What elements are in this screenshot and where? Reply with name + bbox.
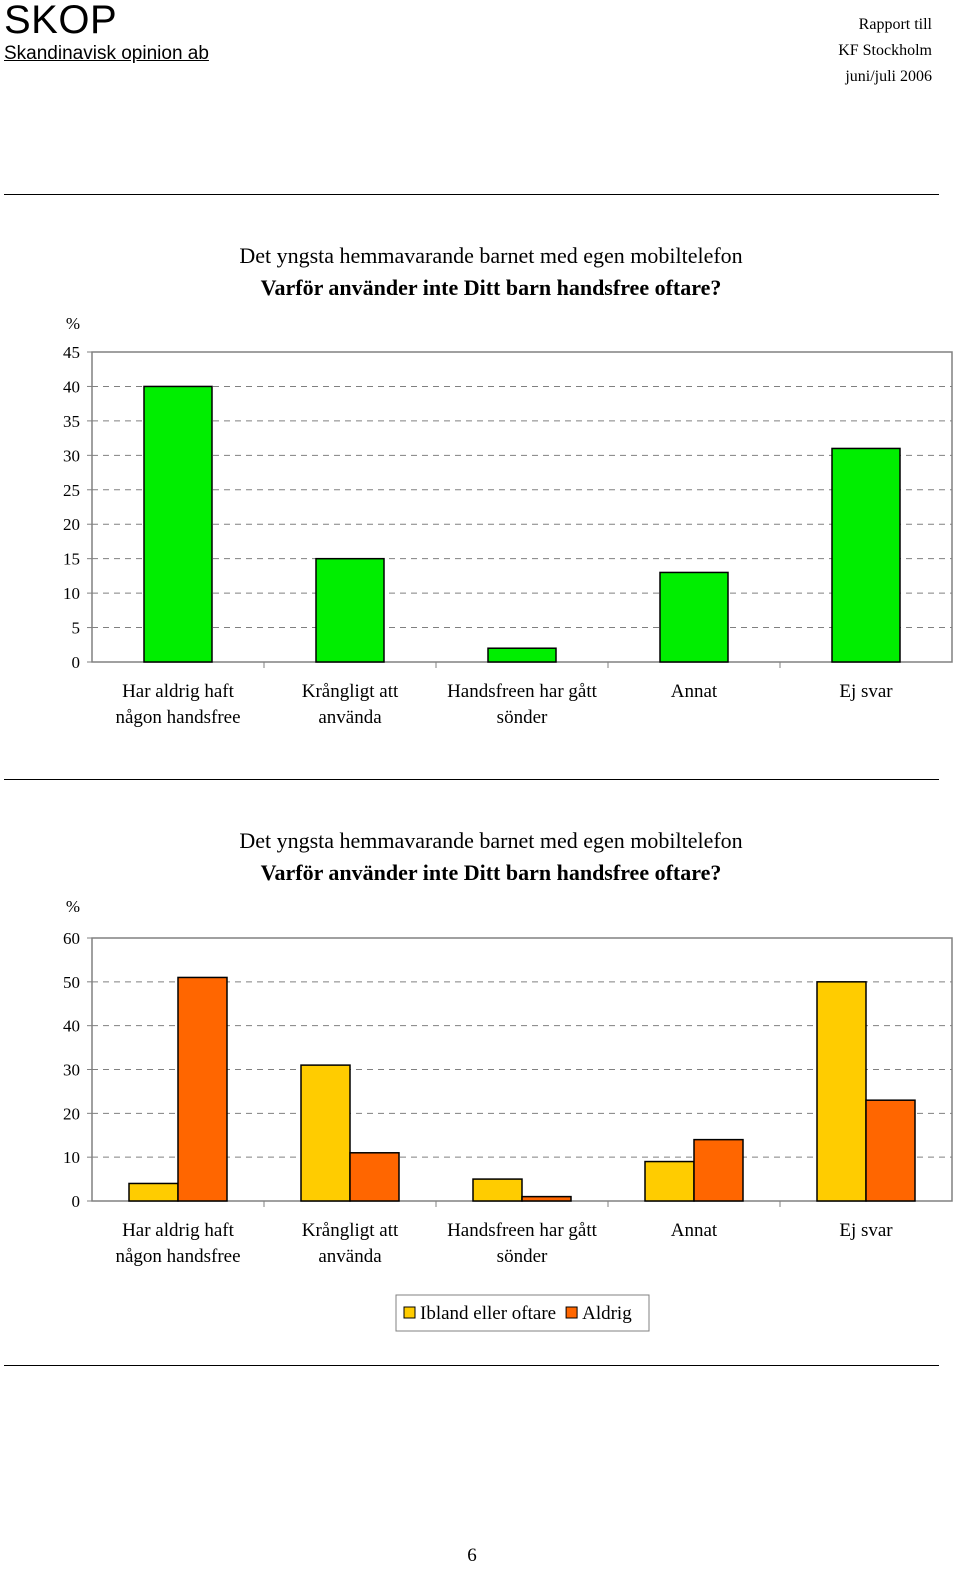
y-tick-label: 0: [72, 1192, 81, 1211]
x-tick-label: Annat: [671, 1220, 718, 1241]
legend-swatch: [403, 1306, 416, 1319]
x-tick-label: någon handsfree: [115, 707, 240, 728]
x-tick-label: Handsfreen har gått: [447, 1220, 598, 1241]
report-line-1: Rapport till: [858, 16, 932, 33]
chart-handsfree-reasons-by-usage: Det yngsta hemmavarande barnet med egen …: [63, 828, 953, 1332]
x-tick-label: Krångligt att: [302, 1220, 399, 1241]
bar: [831, 447, 901, 663]
company-logo: SKOP: [4, 0, 118, 42]
report-line-2: KF Stockholm: [838, 42, 932, 59]
x-tick-label: sönder: [497, 1246, 548, 1267]
middle-divider: [4, 779, 939, 780]
chart-title: Det yngsta hemmavarande barnet med egen …: [239, 243, 742, 268]
y-tick-label: 5: [72, 619, 81, 638]
top-divider: [4, 194, 939, 195]
y-tick-label: 10: [63, 1148, 80, 1167]
y-tick-label: 25: [63, 481, 80, 500]
legend: Ibland eller oftare Aldrig: [395, 1294, 650, 1332]
y-tick-label: 0: [72, 653, 81, 672]
chart-subtitle: Varför använder inte Ditt barn handsfree…: [261, 860, 722, 885]
legend-label: Ibland eller oftare: [420, 1303, 556, 1324]
x-tick-label: använda: [318, 1246, 382, 1267]
y-tick-label: 35: [63, 412, 80, 431]
y-tick-label: 40: [63, 377, 80, 396]
y-tick-label: 20: [63, 1104, 80, 1123]
x-tick-label: sönder: [497, 707, 548, 728]
bar: [487, 647, 557, 663]
y-tick-label: 30: [63, 446, 80, 465]
bar: [349, 1152, 400, 1202]
bar: [865, 1099, 916, 1202]
bottom-divider: [4, 1365, 939, 1366]
x-tick-label: Ej svar: [839, 1220, 893, 1241]
x-tick-label: Har aldrig haft: [122, 681, 235, 702]
bar: [143, 385, 213, 663]
bar: [177, 976, 228, 1202]
plot-area: [91, 351, 953, 663]
y-tick-label: 10: [63, 584, 80, 603]
bar: [693, 1138, 744, 1202]
x-tick-label: Har aldrig haft: [122, 1220, 235, 1241]
y-tick-label: 15: [63, 550, 80, 569]
legend-label: Aldrig: [582, 1303, 632, 1324]
legend-swatch: [565, 1306, 578, 1319]
y-tick-label: 20: [63, 515, 80, 534]
chart-handsfree-reasons: Det yngsta hemmavarande barnet med egen …: [63, 243, 953, 728]
chart-title: Det yngsta hemmavarande barnet med egen …: [239, 828, 742, 853]
x-tick-label: Handsfreen har gått: [447, 681, 598, 702]
y-tick-label: 50: [63, 973, 80, 992]
bar: [644, 1160, 695, 1202]
bar: [472, 1178, 523, 1202]
bar: [128, 1182, 179, 1202]
y-tick-label: 40: [63, 1017, 80, 1036]
y-axis-label: %: [66, 314, 80, 333]
y-tick-label: 45: [63, 343, 80, 362]
bar: [816, 981, 867, 1202]
legend-box: [395, 1294, 650, 1332]
bar: [521, 1195, 572, 1202]
y-tick-label: 60: [63, 929, 80, 948]
x-tick-label: använda: [318, 707, 382, 728]
x-tick-label: någon handsfree: [115, 1246, 240, 1267]
bar: [659, 571, 729, 663]
x-tick-label: Annat: [671, 681, 718, 702]
company-name: Skandinavisk opinion ab: [4, 43, 209, 64]
bar: [300, 1064, 351, 1202]
x-tick-label: Krångligt att: [302, 681, 399, 702]
page-number: 6: [467, 1545, 477, 1566]
y-tick-label: 30: [63, 1061, 80, 1080]
chart-subtitle: Varför använder inte Ditt barn handsfree…: [261, 275, 722, 300]
report-info: Rapport till KF Stockholm juni/juli 2006: [838, 12, 932, 90]
bar: [315, 557, 385, 663]
x-tick-label: Ej svar: [839, 681, 893, 702]
report-line-3: juni/juli 2006: [845, 68, 932, 85]
y-axis-label: %: [66, 897, 80, 916]
